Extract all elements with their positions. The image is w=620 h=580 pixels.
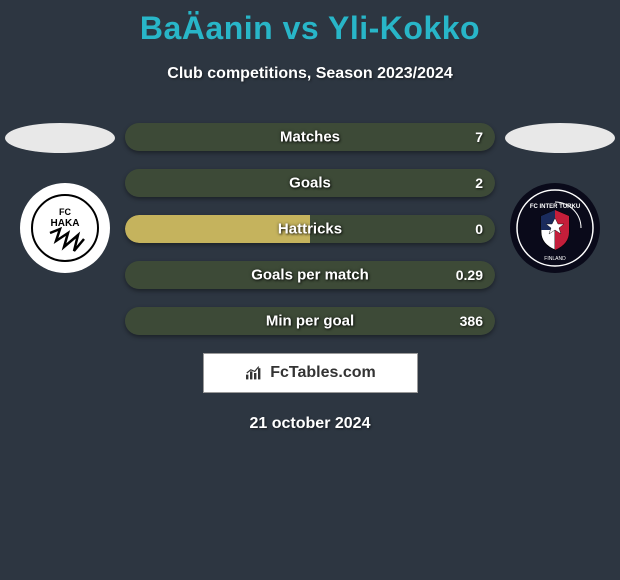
page-subtitle: Club competitions, Season 2023/2024 bbox=[0, 65, 620, 83]
stat-bars: 7 Matches 2 Goals 0 Hattricks 0.29 Goals per ma… bbox=[125, 123, 495, 335]
inter-turku-logo-icon: FC INTER TURKU FINLAND bbox=[515, 188, 595, 268]
stat-bar: 0.29 Goals per match bbox=[125, 261, 495, 289]
svg-text:FINLAND: FINLAND bbox=[544, 256, 566, 262]
bar-value-right: 2 bbox=[475, 175, 483, 191]
club-logo-left: FC HAKA bbox=[20, 183, 110, 273]
bar-value-right: 7 bbox=[475, 129, 483, 145]
page-title: BaÄanin vs Yli-Kokko bbox=[0, 0, 620, 47]
player-left-ellipse bbox=[5, 123, 115, 153]
watermark: FcTables.com bbox=[203, 353, 418, 393]
club-logo-right: FC INTER TURKU FINLAND bbox=[510, 183, 600, 273]
bar-label: Min per goal bbox=[266, 313, 354, 330]
stat-bar: 7 Matches bbox=[125, 123, 495, 151]
bar-label: Goals bbox=[289, 175, 331, 192]
player-right-ellipse bbox=[505, 123, 615, 153]
stat-bar: 0 Hattricks bbox=[125, 215, 495, 243]
haka-logo-icon: FC HAKA bbox=[30, 193, 100, 263]
watermark-text: FcTables.com bbox=[270, 364, 376, 382]
svg-text:FC: FC bbox=[59, 207, 71, 217]
bar-value-right: 386 bbox=[460, 313, 483, 329]
bar-label: Matches bbox=[280, 129, 340, 146]
bar-label: Goals per match bbox=[251, 267, 369, 284]
comparison-main: FC HAKA FC INTER TURKU FINLAND 7 Matches 2… bbox=[0, 123, 620, 433]
date-label: 21 october 2024 bbox=[0, 415, 620, 433]
stat-bar: 2 Goals bbox=[125, 169, 495, 197]
bar-value-right: 0.29 bbox=[456, 267, 483, 283]
bar-label: Hattricks bbox=[278, 221, 342, 238]
chart-icon bbox=[244, 365, 264, 381]
svg-text:FC INTER TURKU: FC INTER TURKU bbox=[530, 204, 580, 210]
stat-bar: 386 Min per goal bbox=[125, 307, 495, 335]
bar-value-right: 0 bbox=[475, 221, 483, 237]
svg-text:HAKA: HAKA bbox=[51, 218, 80, 229]
